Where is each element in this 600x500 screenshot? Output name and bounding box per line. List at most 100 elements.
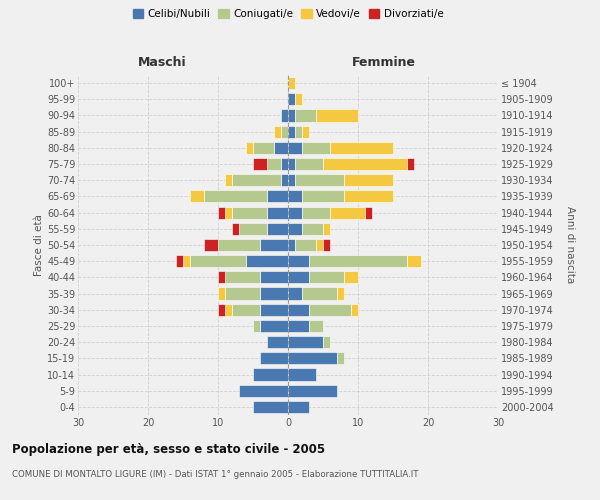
- Bar: [323, 158, 407, 170]
- Bar: [281, 158, 288, 170]
- Bar: [281, 126, 288, 138]
- Bar: [288, 336, 323, 348]
- Bar: [218, 272, 225, 283]
- Bar: [267, 190, 288, 202]
- Bar: [253, 368, 288, 380]
- Bar: [218, 304, 225, 316]
- Bar: [288, 126, 295, 138]
- Bar: [218, 206, 225, 218]
- Bar: [351, 304, 358, 316]
- Bar: [190, 190, 204, 202]
- Bar: [344, 174, 393, 186]
- Bar: [260, 272, 288, 283]
- Bar: [260, 304, 288, 316]
- Text: Femmine: Femmine: [352, 56, 416, 69]
- Bar: [253, 320, 260, 332]
- Bar: [337, 352, 344, 364]
- Bar: [309, 255, 407, 268]
- Bar: [288, 401, 309, 413]
- Bar: [309, 320, 323, 332]
- Bar: [295, 174, 344, 186]
- Bar: [288, 239, 295, 251]
- Bar: [295, 110, 316, 122]
- Bar: [281, 174, 288, 186]
- Bar: [302, 126, 309, 138]
- Bar: [260, 239, 288, 251]
- Bar: [288, 320, 309, 332]
- Bar: [323, 336, 330, 348]
- Bar: [288, 384, 337, 397]
- Bar: [225, 206, 232, 218]
- Bar: [204, 190, 267, 202]
- Bar: [176, 255, 183, 268]
- Bar: [344, 190, 393, 202]
- Bar: [302, 288, 337, 300]
- Bar: [337, 288, 344, 300]
- Bar: [218, 239, 260, 251]
- Bar: [253, 142, 274, 154]
- Bar: [225, 174, 232, 186]
- Bar: [323, 239, 330, 251]
- Y-axis label: Anni di nascita: Anni di nascita: [565, 206, 575, 284]
- Bar: [288, 142, 302, 154]
- Bar: [288, 272, 309, 283]
- Bar: [190, 255, 246, 268]
- Bar: [295, 239, 316, 251]
- Bar: [323, 222, 330, 235]
- Bar: [260, 352, 288, 364]
- Bar: [330, 142, 393, 154]
- Bar: [253, 158, 267, 170]
- Bar: [309, 272, 344, 283]
- Bar: [295, 158, 323, 170]
- Bar: [288, 77, 295, 89]
- Bar: [260, 320, 288, 332]
- Legend: Celibi/Nubili, Coniugati/e, Vedovi/e, Divorziati/e: Celibi/Nubili, Coniugati/e, Vedovi/e, Di…: [128, 5, 448, 24]
- Text: COMUNE DI MONTALTO LIGURE (IM) - Dati ISTAT 1° gennaio 2005 - Elaborazione TUTTI: COMUNE DI MONTALTO LIGURE (IM) - Dati IS…: [12, 470, 419, 479]
- Bar: [288, 174, 295, 186]
- Bar: [407, 255, 421, 268]
- Bar: [225, 272, 260, 283]
- Bar: [288, 110, 295, 122]
- Bar: [246, 255, 288, 268]
- Bar: [295, 93, 302, 106]
- Bar: [232, 206, 267, 218]
- Bar: [246, 142, 253, 154]
- Bar: [274, 126, 281, 138]
- Bar: [267, 222, 288, 235]
- Bar: [288, 222, 302, 235]
- Bar: [309, 304, 351, 316]
- Bar: [288, 288, 302, 300]
- Bar: [260, 288, 288, 300]
- Text: Popolazione per età, sesso e stato civile - 2005: Popolazione per età, sesso e stato civil…: [12, 442, 325, 456]
- Bar: [232, 304, 260, 316]
- Bar: [288, 93, 295, 106]
- Bar: [302, 142, 330, 154]
- Bar: [267, 158, 281, 170]
- Bar: [274, 142, 288, 154]
- Bar: [267, 336, 288, 348]
- Y-axis label: Fasce di età: Fasce di età: [34, 214, 44, 276]
- Bar: [225, 304, 232, 316]
- Bar: [239, 384, 288, 397]
- Bar: [288, 368, 316, 380]
- Bar: [288, 158, 295, 170]
- Bar: [407, 158, 414, 170]
- Bar: [288, 304, 309, 316]
- Bar: [232, 174, 281, 186]
- Bar: [288, 206, 302, 218]
- Text: Maschi: Maschi: [137, 56, 187, 69]
- Bar: [365, 206, 372, 218]
- Bar: [218, 288, 225, 300]
- Bar: [267, 206, 288, 218]
- Bar: [302, 190, 344, 202]
- Bar: [344, 272, 358, 283]
- Bar: [288, 352, 337, 364]
- Bar: [239, 222, 267, 235]
- Bar: [302, 222, 323, 235]
- Bar: [302, 206, 330, 218]
- Bar: [288, 190, 302, 202]
- Bar: [288, 255, 309, 268]
- Bar: [295, 126, 302, 138]
- Bar: [253, 401, 288, 413]
- Bar: [183, 255, 190, 268]
